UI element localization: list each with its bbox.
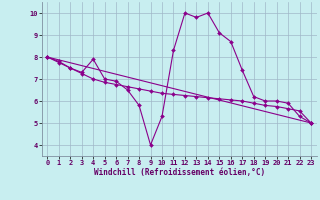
X-axis label: Windchill (Refroidissement éolien,°C): Windchill (Refroidissement éolien,°C) [94, 168, 265, 177]
